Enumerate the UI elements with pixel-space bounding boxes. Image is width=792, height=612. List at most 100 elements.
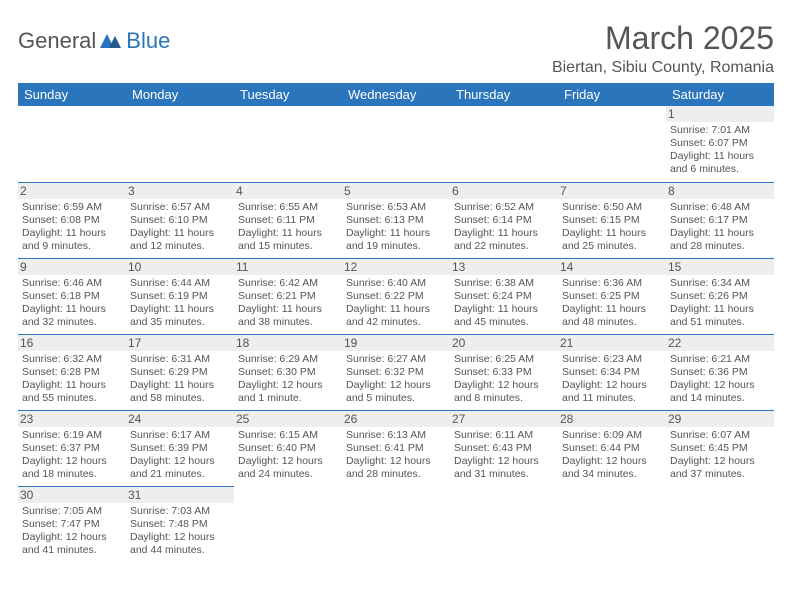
calendar-day-cell: 14Sunrise: 6:36 AMSunset: 6:25 PMDayligh… xyxy=(558,258,666,334)
sunrise-text: Sunrise: 6:09 AM xyxy=(562,429,662,442)
daylight-text: Daylight: 11 hours and 48 minutes. xyxy=(562,303,662,329)
day-details: Sunrise: 6:57 AMSunset: 6:10 PMDaylight:… xyxy=(130,201,230,254)
sunrise-text: Sunrise: 6:50 AM xyxy=(562,201,662,214)
calendar-day-cell: 4Sunrise: 6:55 AMSunset: 6:11 PMDaylight… xyxy=(234,182,342,258)
day-details: Sunrise: 6:25 AMSunset: 6:33 PMDaylight:… xyxy=(454,353,554,406)
daylight-text: Daylight: 12 hours and 21 minutes. xyxy=(130,455,230,481)
calendar-table: Sunday Monday Tuesday Wednesday Thursday… xyxy=(18,83,774,562)
day-number: 15 xyxy=(666,259,774,275)
calendar-day-cell: 18Sunrise: 6:29 AMSunset: 6:30 PMDayligh… xyxy=(234,334,342,410)
daylight-text: Daylight: 11 hours and 25 minutes. xyxy=(562,227,662,253)
sunset-text: Sunset: 6:21 PM xyxy=(238,290,338,303)
sunrise-text: Sunrise: 6:15 AM xyxy=(238,429,338,442)
day-details: Sunrise: 6:27 AMSunset: 6:32 PMDaylight:… xyxy=(346,353,446,406)
sunrise-text: Sunrise: 6:48 AM xyxy=(670,201,770,214)
day-details: Sunrise: 6:15 AMSunset: 6:40 PMDaylight:… xyxy=(238,429,338,482)
day-header-row: Sunday Monday Tuesday Wednesday Thursday… xyxy=(18,83,774,106)
day-details: Sunrise: 7:03 AMSunset: 7:48 PMDaylight:… xyxy=(130,505,230,558)
sunrise-text: Sunrise: 7:01 AM xyxy=(670,124,770,137)
header: General Blue March 2025 Biertan, Sibiu C… xyxy=(18,20,774,77)
day-number: 6 xyxy=(450,183,558,199)
day-number: 23 xyxy=(18,411,126,427)
sunrise-text: Sunrise: 6:21 AM xyxy=(670,353,770,366)
calendar-day-cell: 11 Sunrise: 6:42 AMSunset: 6:21 PMDayligh… xyxy=(234,258,342,334)
sunset-text: Sunset: 7:47 PM xyxy=(22,518,122,531)
daylight-text: Daylight: 12 hours and 24 minutes. xyxy=(238,455,338,481)
daylight-text: Daylight: 11 hours and 35 minutes. xyxy=(130,303,230,329)
sunrise-text: Sunrise: 6:42 AM xyxy=(238,277,338,290)
sunset-text: Sunset: 6:08 PM xyxy=(22,214,122,227)
logo: General Blue xyxy=(18,28,170,54)
sunset-text: Sunset: 6:33 PM xyxy=(454,366,554,379)
daylight-text: Daylight: 12 hours and 14 minutes. xyxy=(670,379,770,405)
sunrise-text: Sunrise: 6:57 AM xyxy=(130,201,230,214)
calendar-day-cell xyxy=(342,486,450,562)
day-details: Sunrise: 6:23 AMSunset: 6:34 PMDaylight:… xyxy=(562,353,662,406)
day-details: Sunrise: 6:42 AMSunset: 6:21 PMDaylight:… xyxy=(238,277,338,330)
calendar-day-cell: 24Sunrise: 6:17 AMSunset: 6:39 PMDayligh… xyxy=(126,410,234,486)
daylight-text: Daylight: 11 hours and 19 minutes. xyxy=(346,227,446,253)
day-number: 20 xyxy=(450,335,558,351)
sunrise-text: Sunrise: 6:13 AM xyxy=(346,429,446,442)
sunrise-text: Sunrise: 6:53 AM xyxy=(346,201,446,214)
day-number: 25 xyxy=(234,411,342,427)
day-header: Monday xyxy=(126,83,234,106)
calendar-day-cell: 7Sunrise: 6:50 AMSunset: 6:15 PMDaylight… xyxy=(558,182,666,258)
sunset-text: Sunset: 6:34 PM xyxy=(562,366,662,379)
sunset-text: Sunset: 6:24 PM xyxy=(454,290,554,303)
day-details: Sunrise: 6:17 AMSunset: 6:39 PMDaylight:… xyxy=(130,429,230,482)
daylight-text: Daylight: 12 hours and 11 minutes. xyxy=(562,379,662,405)
sunrise-text: Sunrise: 6:31 AM xyxy=(130,353,230,366)
calendar-week-row: 1Sunrise: 7:01 AMSunset: 6:07 PMDaylight… xyxy=(18,106,774,182)
day-details: Sunrise: 6:36 AMSunset: 6:25 PMDaylight:… xyxy=(562,277,662,330)
day-number: 12 xyxy=(342,259,450,275)
sunset-text: Sunset: 6:17 PM xyxy=(670,214,770,227)
day-details: Sunrise: 6:32 AMSunset: 6:28 PMDaylight:… xyxy=(22,353,122,406)
daylight-text: Daylight: 12 hours and 31 minutes. xyxy=(454,455,554,481)
day-number: 7 xyxy=(558,183,666,199)
month-title: March 2025 xyxy=(552,20,774,57)
daylight-text: Daylight: 12 hours and 18 minutes. xyxy=(22,455,122,481)
calendar-week-row: 30Sunrise: 7:05 AMSunset: 7:47 PMDayligh… xyxy=(18,486,774,562)
day-header: Saturday xyxy=(666,83,774,106)
sunset-text: Sunset: 6:10 PM xyxy=(130,214,230,227)
sunrise-text: Sunrise: 6:07 AM xyxy=(670,429,770,442)
sunset-text: Sunset: 6:37 PM xyxy=(22,442,122,455)
day-details: Sunrise: 6:48 AMSunset: 6:17 PMDaylight:… xyxy=(670,201,770,254)
day-number: 1 xyxy=(666,106,774,122)
sunrise-text: Sunrise: 6:38 AM xyxy=(454,277,554,290)
sunset-text: Sunset: 6:29 PM xyxy=(130,366,230,379)
day-number: 22 xyxy=(666,335,774,351)
sunset-text: Sunset: 6:32 PM xyxy=(346,366,446,379)
sunset-text: Sunset: 6:43 PM xyxy=(454,442,554,455)
daylight-text: Daylight: 11 hours and 51 minutes. xyxy=(670,303,770,329)
sunset-text: Sunset: 7:48 PM xyxy=(130,518,230,531)
logo-flag-icon xyxy=(100,32,124,50)
day-details: Sunrise: 6:13 AMSunset: 6:41 PMDaylight:… xyxy=(346,429,446,482)
day-number: 11 xyxy=(234,259,342,275)
calendar-week-row: 2Sunrise: 6:59 AMSunset: 6:08 PMDaylight… xyxy=(18,182,774,258)
sunrise-text: Sunrise: 7:05 AM xyxy=(22,505,122,518)
daylight-text: Daylight: 11 hours and 12 minutes. xyxy=(130,227,230,253)
calendar-day-cell: 21Sunrise: 6:23 AMSunset: 6:34 PMDayligh… xyxy=(558,334,666,410)
day-details: Sunrise: 6:46 AMSunset: 6:18 PMDaylight:… xyxy=(22,277,122,330)
calendar-day-cell: 31Sunrise: 7:03 AMSunset: 7:48 PMDayligh… xyxy=(126,486,234,562)
daylight-text: Daylight: 12 hours and 34 minutes. xyxy=(562,455,662,481)
day-details: Sunrise: 6:29 AMSunset: 6:30 PMDaylight:… xyxy=(238,353,338,406)
calendar-day-cell xyxy=(18,106,126,182)
sunrise-text: Sunrise: 6:11 AM xyxy=(454,429,554,442)
day-header: Friday xyxy=(558,83,666,106)
day-number: 28 xyxy=(558,411,666,427)
day-details: Sunrise: 6:34 AMSunset: 6:26 PMDaylight:… xyxy=(670,277,770,330)
day-header: Tuesday xyxy=(234,83,342,106)
sunset-text: Sunset: 6:26 PM xyxy=(670,290,770,303)
calendar-day-cell: 27Sunrise: 6:11 AMSunset: 6:43 PMDayligh… xyxy=(450,410,558,486)
day-details: Sunrise: 6:44 AMSunset: 6:19 PMDaylight:… xyxy=(130,277,230,330)
day-details: Sunrise: 6:21 AMSunset: 6:36 PMDaylight:… xyxy=(670,353,770,406)
daylight-text: Daylight: 12 hours and 28 minutes. xyxy=(346,455,446,481)
sunset-text: Sunset: 6:07 PM xyxy=(670,137,770,150)
calendar-day-cell: 17Sunrise: 6:31 AMSunset: 6:29 PMDayligh… xyxy=(126,334,234,410)
day-number: 8 xyxy=(666,183,774,199)
day-details: Sunrise: 6:55 AMSunset: 6:11 PMDaylight:… xyxy=(238,201,338,254)
logo-text-blue: Blue xyxy=(126,28,170,54)
